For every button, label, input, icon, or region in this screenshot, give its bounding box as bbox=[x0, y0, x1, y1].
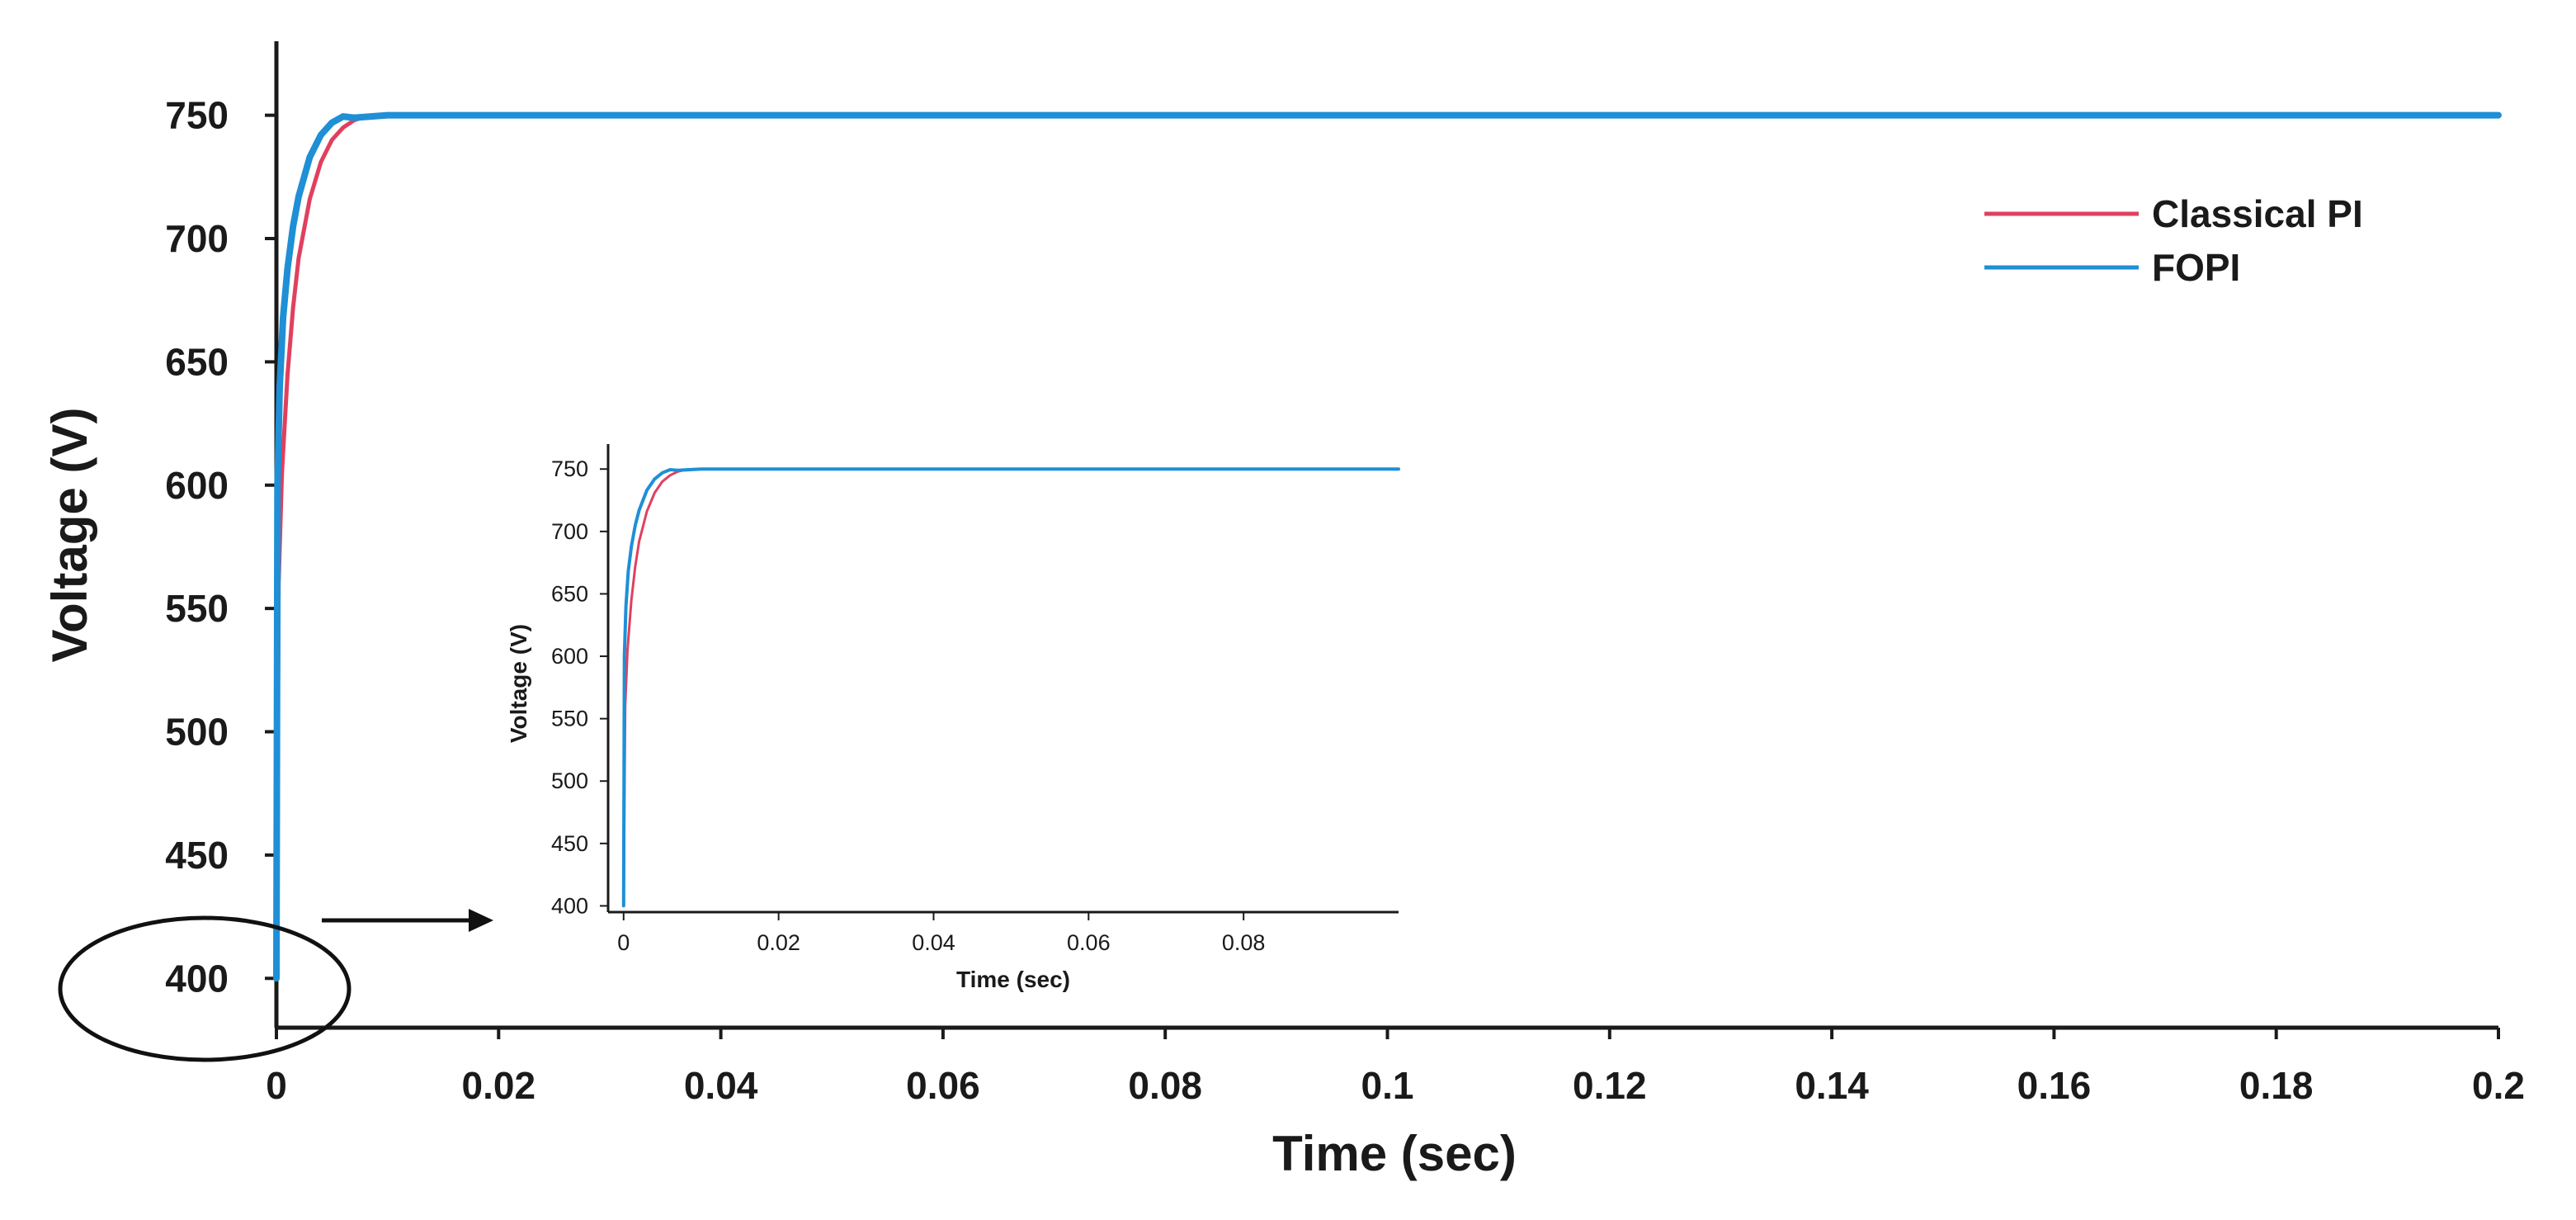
y-tick-label: 650 bbox=[551, 581, 588, 606]
series-line-classical-pi bbox=[274, 113, 2501, 981]
x-tick-label: 0.02 bbox=[757, 930, 800, 955]
y-tick-label: 700 bbox=[165, 217, 229, 260]
inset-plot: 0 0.02 0.04 0.06 0.08 400 450 500 550 600 650 700 75… bbox=[506, 444, 1400, 992]
x-tick-label: 0.04 bbox=[684, 1064, 758, 1107]
x-tick-label: 0.08 bbox=[1222, 930, 1266, 955]
x-axis-title: Time (sec) bbox=[1272, 1126, 1517, 1181]
y-tick-label: 400 bbox=[165, 957, 229, 1000]
series-line-classical-pi bbox=[622, 467, 1400, 907]
x-tick-label: 0.02 bbox=[462, 1064, 536, 1107]
x-tick-label: 0.2 bbox=[2472, 1064, 2525, 1107]
y-tick-label: 750 bbox=[165, 94, 229, 137]
x-tick-label: 0.1 bbox=[1361, 1064, 1414, 1107]
y-tick-label: 500 bbox=[551, 768, 588, 793]
legend: Classical PI FOPI bbox=[1984, 192, 2363, 289]
x-tick-label: 0.16 bbox=[2017, 1064, 2092, 1107]
x-tick-label: 0.12 bbox=[1573, 1064, 1647, 1107]
y-tick-label: 600 bbox=[165, 464, 229, 507]
x-tick-label: 0 bbox=[266, 1064, 287, 1107]
series-line-fopi bbox=[621, 467, 1400, 908]
zoom-arrow-head bbox=[469, 909, 493, 932]
y-tick-label: 750 bbox=[551, 456, 588, 481]
y-tick-label: 450 bbox=[551, 831, 588, 856]
y-tick-label: 650 bbox=[165, 340, 229, 383]
x-tick-label: 0 bbox=[617, 930, 630, 955]
y-tick-label: 450 bbox=[165, 834, 229, 877]
main-plot: 0 0.02 0.04 0.06 0.08 0.1 0.12 0.14 0.16 0.18 0.2 4… bbox=[42, 41, 2525, 1181]
x-tick-label: 0.04 bbox=[912, 930, 955, 955]
y-tick-label: 400 bbox=[551, 893, 588, 918]
zoom-region-ellipse bbox=[58, 915, 351, 1062]
y-axis-title: Voltage (V) bbox=[506, 624, 531, 743]
x-tick-label: 0.08 bbox=[1128, 1064, 1202, 1107]
y-tick-label: 550 bbox=[165, 587, 229, 630]
zoom-annotation bbox=[58, 909, 493, 1062]
series-line-fopi bbox=[273, 111, 2502, 982]
x-axis-title: Time (sec) bbox=[956, 967, 1070, 992]
y-axis-title: Voltage (V) bbox=[42, 408, 97, 663]
x-tick-label: 0.18 bbox=[2239, 1064, 2314, 1107]
x-tick-label: 0.14 bbox=[1795, 1064, 1869, 1107]
legend-label: FOPI bbox=[2152, 246, 2240, 289]
y-tick-label: 500 bbox=[165, 711, 229, 754]
y-tick-label: 600 bbox=[551, 644, 588, 669]
y-tick-label: 700 bbox=[551, 519, 588, 544]
x-tick-label: 0.06 bbox=[1067, 930, 1111, 955]
x-tick-label: 0.06 bbox=[906, 1064, 980, 1107]
legend-label: Classical PI bbox=[2152, 192, 2363, 235]
y-tick-label: 550 bbox=[551, 707, 588, 731]
